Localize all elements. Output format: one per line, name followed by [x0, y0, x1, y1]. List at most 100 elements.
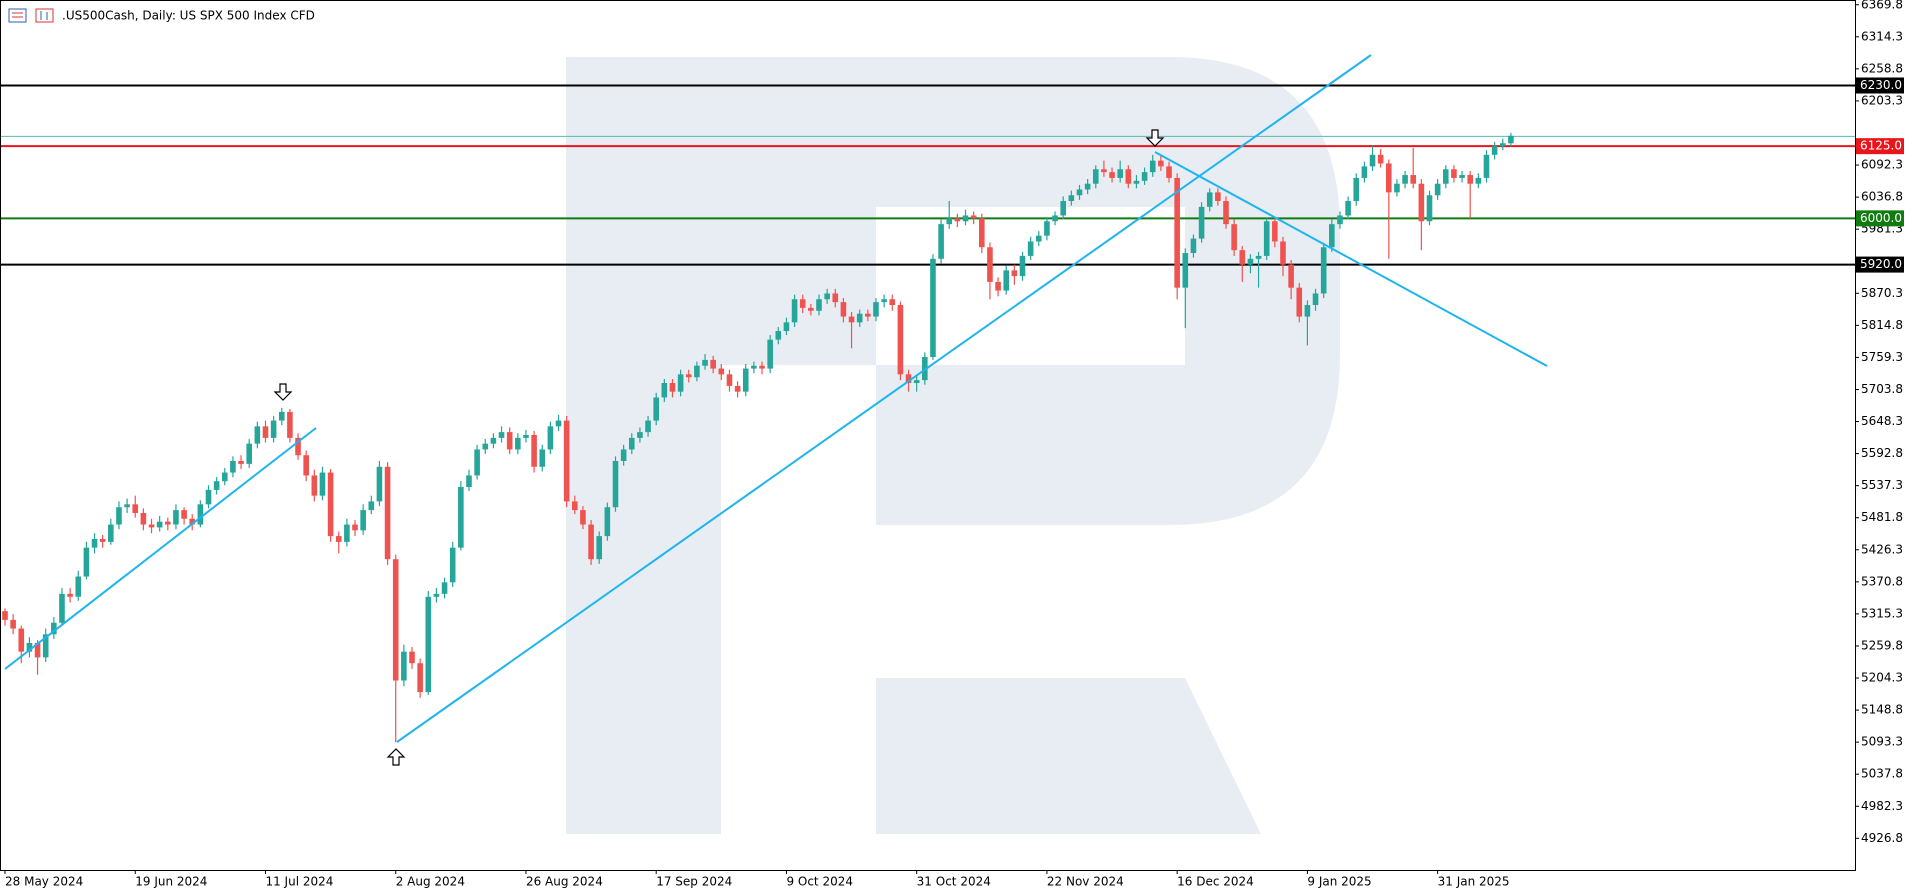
y-tick-label: 5648.3: [1861, 414, 1903, 428]
candle-body: [1239, 250, 1246, 265]
candle-body: [523, 435, 529, 438]
candle-body: [246, 443, 252, 464]
candle-body: [221, 472, 228, 482]
candle-body: [165, 521, 171, 525]
candle-body: [1076, 189, 1083, 196]
candle-body: [1084, 183, 1091, 190]
x-tick-label: 16 Dec 2024: [1177, 875, 1254, 889]
plot-frame: [0, 0, 1856, 871]
candle-body: [669, 383, 676, 392]
candle-body: [1410, 175, 1417, 184]
candle-body: [498, 432, 505, 438]
candle-body: [783, 322, 790, 332]
candle-body: [140, 512, 147, 525]
candle-body: [702, 359, 708, 366]
candle-body: [1296, 287, 1303, 317]
trend-lines: [4, 54, 1548, 743]
candle-body: [751, 365, 757, 369]
y-tick-label: 6369.8: [1861, 0, 1903, 11]
y-tick-label: 5148.8: [1861, 703, 1903, 717]
candle-body: [1035, 235, 1042, 242]
candle-body: [1174, 177, 1180, 288]
candle-body: [1312, 293, 1319, 306]
candle-body: [1019, 255, 1026, 277]
candle-body: [596, 536, 603, 560]
arrows: [273, 129, 1165, 766]
candle-body: [1386, 163, 1392, 193]
candle-body: [262, 426, 269, 438]
candle-body: [889, 299, 896, 306]
candle-body: [368, 501, 375, 511]
candle-body: [449, 547, 456, 583]
candle-body: [67, 593, 73, 597]
candle-body: [327, 472, 334, 537]
candle-body: [905, 374, 912, 384]
candle-body: [42, 634, 49, 658]
x-tick-label: 2 Aug 2024: [396, 875, 465, 889]
candle-body: [344, 524, 350, 542]
candle-body: [26, 642, 33, 652]
trend-line: [4, 427, 317, 670]
x-tick-label: 19 Jun 2024: [135, 875, 207, 889]
candle-body: [1068, 195, 1075, 202]
candle-body: [1418, 183, 1425, 222]
candle-body: [979, 218, 985, 248]
candle-body: [409, 651, 415, 664]
candle-body: [1011, 270, 1018, 277]
candle-body: [620, 449, 627, 461]
candle-body: [1459, 175, 1465, 178]
candle-body: [238, 460, 244, 464]
candle-body: [116, 507, 122, 525]
candle-body: [173, 510, 179, 525]
candle-body: [384, 466, 391, 560]
candle-body: [124, 504, 130, 508]
candle-body: [1125, 169, 1132, 184]
y-tick-label: 4926.8: [1861, 831, 1903, 845]
candle-body: [799, 299, 806, 308]
level-label: 6230.0: [1860, 78, 1902, 92]
x-tick-label: 31 Oct 2024: [917, 875, 991, 889]
candle-body: [376, 466, 383, 502]
y-tick-label: 6314.3: [1861, 29, 1903, 43]
candle-body: [1044, 221, 1050, 236]
candle-body: [791, 299, 798, 323]
candle-body: [873, 302, 879, 317]
candle-body: [661, 383, 668, 398]
candle-body: [954, 218, 961, 222]
candle-body: [1345, 201, 1351, 216]
candle-body: [1499, 143, 1506, 147]
candle-body: [572, 501, 578, 511]
watermark-bowl: [721, 57, 1340, 525]
candle-body: [588, 524, 594, 560]
candle-body: [604, 507, 611, 537]
candle-body: [1377, 154, 1384, 164]
candle-body: [205, 489, 212, 505]
x-tick-label: 11 Jul 2024: [265, 875, 333, 889]
candle-body: [1060, 201, 1066, 216]
y-tick-label: 5703.8: [1861, 382, 1903, 396]
candle-body: [930, 258, 936, 358]
candle-body: [1320, 247, 1327, 294]
trend-line: [1154, 151, 1548, 367]
candle-body: [1442, 169, 1449, 184]
level-label: 6000.0: [1860, 211, 1902, 225]
candle-body: [1491, 146, 1498, 155]
y-tick-label: 5315.3: [1861, 606, 1903, 620]
candle-body: [653, 397, 659, 421]
candle-body: [1304, 305, 1311, 317]
candle-body: [51, 622, 57, 635]
candle-body: [1003, 270, 1010, 291]
y-tick-label: 5481.8: [1861, 510, 1903, 524]
x-tick-label: 31 Jan 2025: [1438, 875, 1510, 889]
candle-body: [1149, 160, 1156, 173]
candle-body: [75, 576, 82, 597]
level-label-box: [1856, 256, 1904, 273]
candle-body: [1353, 177, 1360, 202]
candle-body: [270, 420, 277, 438]
y-tick-label: 6092.3: [1861, 158, 1903, 172]
candle-body: [311, 475, 318, 496]
candle-body: [987, 247, 993, 282]
candle-body: [287, 411, 293, 438]
y-tick-label: 5870.3: [1861, 286, 1903, 300]
candle-body: [1255, 255, 1262, 259]
